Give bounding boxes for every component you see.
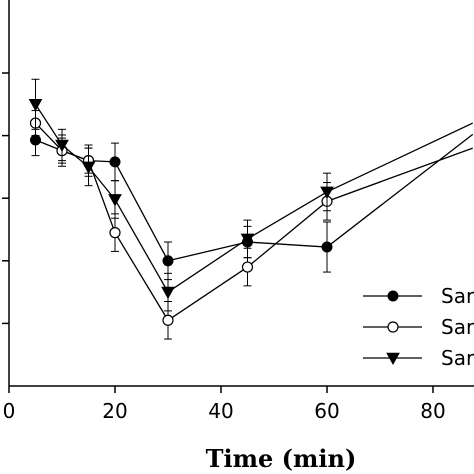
axes [8,0,474,387]
x-tick-label: 20 [102,399,127,423]
ticks: 0 20 40 60 80 [2,72,446,423]
series-line [35,122,473,322]
x-axis-title: Time (min) [206,444,357,473]
series-3 [28,78,474,312]
marker-filled-triangle [386,352,400,366]
marker-open-circle [241,261,254,273]
marker-open-circle [387,321,399,333]
legend-item: Sar [363,346,474,370]
legend-item: Sar [363,284,474,308]
legend-item: Sar [363,315,474,339]
x-tick-label: 80 [420,399,445,423]
marker-filled-circle [162,255,174,267]
series-line [34,103,474,294]
marker-filled-triangle [55,139,69,153]
marker-filled-triangle [320,186,334,199]
marker-filled-circle [109,156,121,168]
marker-open-circle [109,227,121,239]
legend: Sar Sar Sar [363,284,474,370]
series-2 [29,110,473,340]
x-tick-label: 40 [208,399,233,423]
legend-label: Sar [441,346,474,370]
marker-filled-circle [387,290,399,302]
marker-filled-triangle [108,194,122,207]
legend-label: Sar [441,315,474,339]
series-1 [30,123,474,281]
marker-filled-triangle [28,99,43,112]
marker-filled-triangle [240,233,255,246]
marker-filled-triangle [161,286,175,300]
marker-filled-circle [30,134,41,146]
series-line [35,133,474,262]
x-tick-label: 0 [3,399,16,423]
marker-filled-circle [321,241,333,253]
series-layer [28,78,474,340]
marker-open-circle [162,314,174,326]
marker-filled-triangle [81,161,96,174]
x-tick-label: 60 [314,399,339,423]
legend-label: Sar [441,284,474,308]
